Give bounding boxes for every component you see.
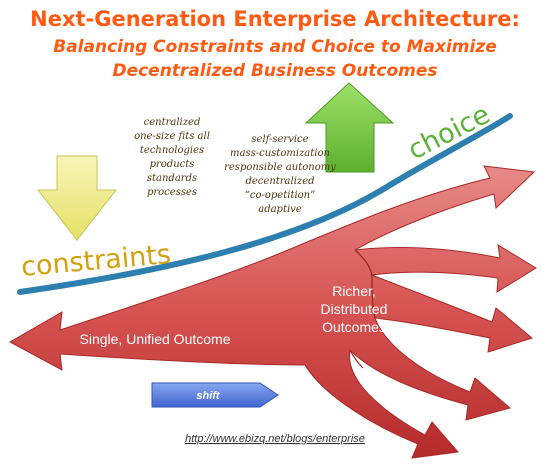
choice-list-item: responsible autonomy [224,162,336,173]
shift-arrow-shape [151,382,279,408]
outcome-arrow-fold-3 [349,349,364,369]
choice-up-arrow-icon [304,82,395,173]
choice-list: self-service mass-customization responsi… [224,134,336,215]
choice-list-item: decentralized [245,176,314,187]
outcome-arrow-fold-2 [371,274,376,319]
outcome-arrows [8,165,537,459]
distributed-outcomes-label-line2: Distributed [321,301,388,317]
distributed-outcomes-label-line3: Outcomes [322,319,386,335]
diagram-title: Next-Generation Enterprise Architecture: [30,7,520,31]
choice-list-item: mass-customization [230,148,330,159]
diagram-subtitle-line1: Balancing Constraints and Choice to Maxi… [53,37,497,57]
choice-list-item: self-service [251,134,308,145]
choice-label: choice [403,99,495,166]
distributed-outcomes-label-line1: Richer, [332,283,376,299]
outcome-arrow-fold-1 [354,249,373,276]
constraints-list-item: technologies [140,145,204,156]
diagram-subtitle-line2: Decentralized Business Outcomes [112,61,437,81]
balance-curve [17,113,513,295]
constraints-list-item: standards [147,173,197,184]
constraints-list: centralized one-size fits all technologi… [134,117,210,198]
choice-list-item: adaptive [258,204,302,215]
footer-url-link[interactable]: http://www.ebizq.net/blogs/enterprise [185,433,365,445]
shift-arrow: shift [151,382,279,408]
outcome-arrow-body [8,165,537,459]
single-outcome-label: Single, Unified Outcome [80,331,231,347]
constraints-list-item: products [150,159,195,170]
constraints-down-arrow-icon [36,155,118,241]
choice-list-item: “co-opetition” [245,190,315,201]
shift-label: shift [196,390,221,402]
constraints-list-item: one-size fits all [134,131,210,142]
constraints-list-item: centralized [144,117,201,128]
constraints-list-item: processes [147,187,197,198]
constraints-label: constraints [20,239,172,283]
